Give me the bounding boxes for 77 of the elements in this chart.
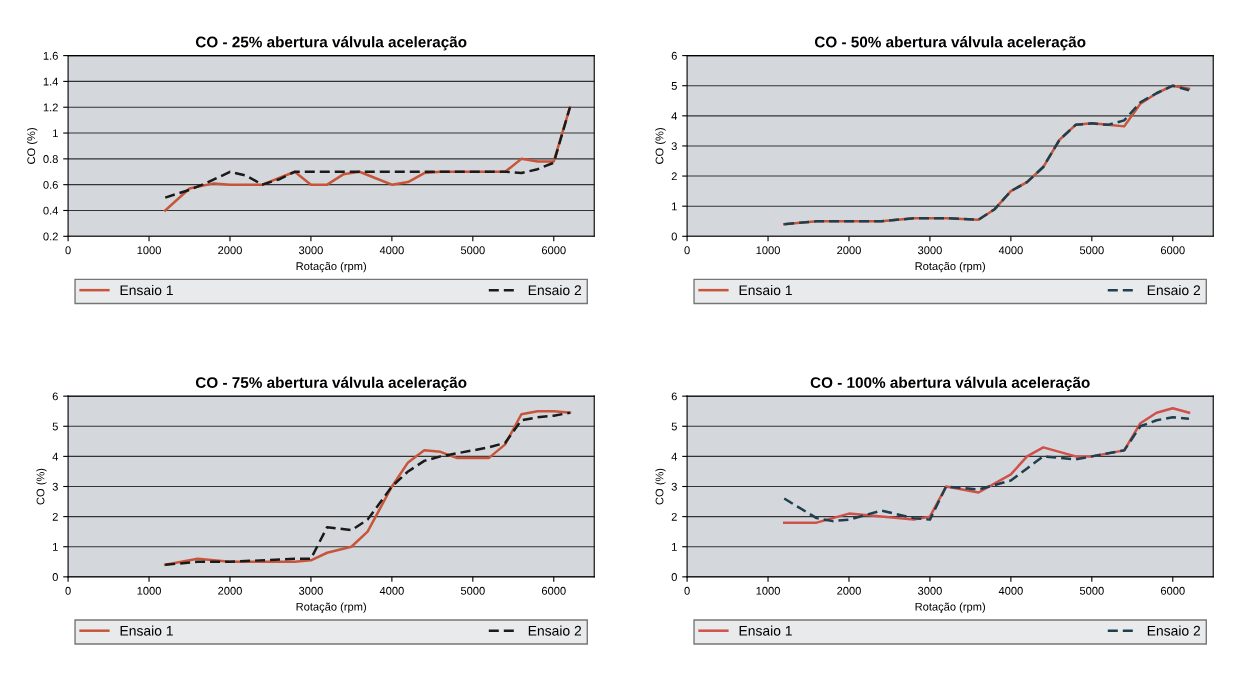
y-tick-label: 1 — [672, 543, 677, 551]
x-tick-label: 1000 — [137, 246, 161, 255]
x-tick-label: 5000 — [1079, 246, 1104, 255]
y-tick-label: 0.2 — [43, 232, 58, 241]
legend-label: Ensaio 2 — [528, 625, 582, 636]
x-axis-title: Rotação (rpm) — [915, 602, 985, 613]
y-tick-label: 5 — [671, 82, 677, 90]
y-tick-label: 5 — [52, 422, 58, 431]
y-axis-title: CO (%) — [655, 128, 666, 164]
x-axis-title: Rotação (rpm) — [915, 261, 985, 273]
x-tick-label: 2000 — [837, 586, 861, 595]
y-axis-title: CO (%) — [27, 128, 38, 164]
x-tick-label: 0 — [65, 586, 71, 595]
y-tick-label: 0.8 — [43, 155, 58, 163]
x-tick-label: 3000 — [298, 586, 323, 595]
x-tick-label: 5000 — [1079, 586, 1104, 595]
y-tick-label: 5 — [671, 422, 677, 431]
x-tick-label: 3000 — [917, 246, 942, 255]
x-axis-title: Rotação (rpm) — [296, 261, 366, 273]
legend-label: Ensaio 2 — [1147, 625, 1201, 636]
x-tick-label: 0 — [65, 246, 71, 255]
y-tick-label: 6 — [671, 392, 677, 401]
y-axis-title: CO (%) — [655, 468, 666, 505]
x-tick-label: 6000 — [1160, 586, 1185, 595]
x-tick-label: 0 — [684, 586, 690, 595]
x-tick-label: 4000 — [998, 586, 1023, 595]
x-tick-label: 3000 — [917, 586, 942, 595]
y-tick-label: 2 — [671, 172, 677, 181]
y-tick-label: 4 — [52, 452, 59, 461]
chart-title: CO - 50% abertura válvula aceleração — [814, 36, 1086, 51]
y-tick-label: 4 — [671, 112, 678, 120]
chart-title: CO - 100% abertura válvula aceleração — [810, 376, 1090, 391]
y-tick-label: 1.2 — [43, 103, 58, 112]
legend-label: Ensaio 1 — [120, 284, 173, 296]
x-tick-label: 1000 — [756, 586, 780, 595]
y-tick-label: 1.4 — [43, 77, 59, 86]
x-tick-label: 6000 — [541, 586, 566, 595]
y-tick-label: 2 — [671, 512, 677, 521]
x-tick-label: 2000 — [218, 586, 242, 595]
x-tick-label: 6000 — [541, 246, 566, 255]
y-tick-label: 0 — [671, 232, 677, 241]
y-axis-title: CO (%) — [36, 468, 47, 505]
x-tick-label: 5000 — [460, 246, 485, 255]
y-tick-label: 1 — [53, 543, 58, 551]
chart-title: CO - 25% abertura válvula aceleração — [195, 36, 467, 51]
y-tick-label: 3 — [52, 482, 58, 491]
y-tick-label: 2 — [52, 512, 58, 521]
x-tick-label: 0 — [684, 246, 690, 255]
legend-label: Ensaio 2 — [1147, 284, 1201, 296]
x-tick-label: 1000 — [137, 586, 161, 595]
y-tick-label: 0 — [671, 573, 677, 581]
y-tick-label: 4 — [671, 452, 678, 461]
y-tick-label: 0 — [52, 573, 58, 581]
x-tick-label: 2000 — [218, 246, 242, 255]
x-tick-label: 2000 — [837, 246, 861, 255]
y-tick-label: 3 — [671, 142, 677, 151]
y-tick-label: 1 — [672, 202, 677, 211]
x-tick-label: 1000 — [756, 246, 780, 255]
x-axis-title: Rotação (rpm) — [296, 602, 366, 613]
y-tick-label: 1.6 — [43, 51, 58, 60]
legend-label: Ensaio 1 — [739, 625, 792, 636]
y-tick-label: 1 — [53, 129, 58, 138]
x-tick-label: 4000 — [998, 246, 1023, 255]
x-tick-label: 4000 — [379, 246, 404, 255]
x-tick-label: 3000 — [298, 246, 323, 255]
y-tick-label: 0.4 — [43, 206, 59, 215]
legend-label: Ensaio 1 — [120, 625, 173, 636]
x-tick-label: 4000 — [379, 586, 404, 595]
y-tick-label: 6 — [52, 392, 58, 401]
y-tick-label: 3 — [671, 482, 677, 491]
legend-label: Ensaio 1 — [739, 284, 792, 296]
y-tick-label: 6 — [671, 51, 677, 60]
y-tick-label: 0.6 — [43, 180, 58, 189]
chart-title: CO - 75% abertura válvula aceleração — [195, 376, 467, 391]
x-tick-label: 5000 — [460, 586, 485, 595]
x-tick-label: 6000 — [1160, 246, 1185, 255]
legend-label: Ensaio 2 — [528, 284, 582, 296]
